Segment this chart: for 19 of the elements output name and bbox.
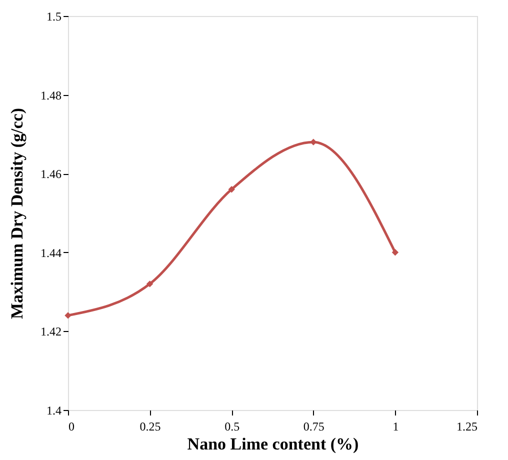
point xyxy=(310,138,317,146)
x-tick-label: 0.75 xyxy=(303,420,324,434)
y-tick-label: 1.5 xyxy=(46,10,62,24)
point xyxy=(228,186,235,193)
point xyxy=(392,249,399,256)
y-tick-label: 1.4 xyxy=(46,404,62,418)
y-axis-title: Maximum Dry Density (g/cc) xyxy=(8,108,26,320)
x-axis-title: Nano Lime content (%) xyxy=(187,434,359,454)
y-tick-label: 1.44 xyxy=(40,246,62,260)
x-tick-label: 0 xyxy=(68,420,74,434)
y-tick-label: 1.42 xyxy=(40,324,62,339)
x-tick-label: 0.25 xyxy=(140,420,161,434)
x-tick-label: 1 xyxy=(392,420,399,434)
y-tick-label: 1.48 xyxy=(40,88,62,102)
x-tick-label: 0.5 xyxy=(224,420,240,434)
point xyxy=(64,312,72,319)
point xyxy=(146,280,154,288)
y-tick-label: 1.46 xyxy=(40,167,62,182)
x-tick-label: 1.25 xyxy=(456,420,478,434)
